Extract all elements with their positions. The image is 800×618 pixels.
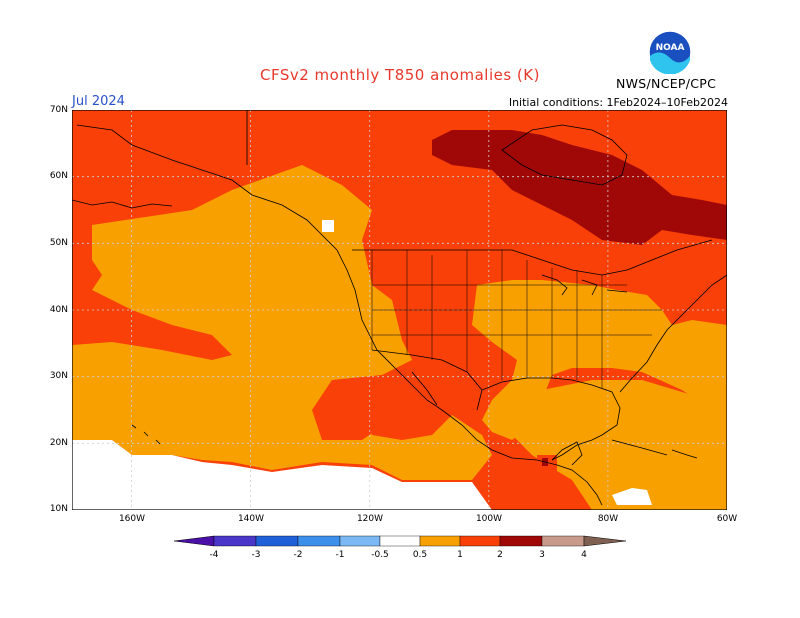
map-coastlines — [72, 110, 727, 506]
lon-label-60w: 60W — [716, 514, 738, 524]
legend-arrow-right — [583, 535, 627, 547]
anomaly-map — [72, 110, 727, 510]
legend-label-neg1: -1 — [336, 550, 345, 560]
lon-label-120w: 120W — [356, 514, 384, 524]
legend-swatch-neutral — [379, 535, 421, 547]
agency-label: NWS/NCEP/CPC — [616, 76, 717, 91]
lon-label-160w: 160W — [118, 514, 146, 524]
initial-conditions-label: Initial conditions: 1Feb2024–10Feb2024 — [508, 96, 728, 109]
no-anomaly-region-sw — [72, 440, 492, 510]
lat-label-30n: 30N — [49, 371, 68, 381]
lon-label-80w: 80W — [597, 514, 619, 524]
legend-label-neg3: -3 — [252, 550, 261, 560]
noaa-logo-icon: NOAA — [648, 30, 692, 74]
legend-label-3: 3 — [539, 550, 545, 560]
legend-swatch-neg2-neg1 — [297, 535, 341, 547]
lat-label-50n: 50N — [49, 238, 68, 248]
legend-arrow-left — [174, 535, 215, 547]
lat-label-20n: 20N — [49, 438, 68, 448]
anomaly-region-canada — [432, 130, 727, 245]
lat-label-10n: 10N — [49, 504, 68, 514]
legend-label-neg4: -4 — [210, 550, 219, 560]
map-state-borders — [371, 250, 662, 388]
legend-label-neg2: -2 — [294, 550, 303, 560]
legend-label-neg05: -0.5 — [371, 550, 389, 560]
lat-label-60n: 60N — [49, 171, 68, 181]
logo-text: NOAA — [656, 43, 685, 53]
legend-swatch-3-4 — [541, 535, 585, 547]
lat-label-40n: 40N — [49, 305, 68, 315]
anomaly-region-ne-pacific — [367, 370, 467, 440]
legend-label-4: 4 — [581, 550, 587, 560]
valid-month-label: Jul 2024 — [72, 94, 125, 109]
lon-label-100w: 100W — [475, 514, 503, 524]
legend-swatch-neg3-neg2 — [255, 535, 299, 547]
no-anomaly-patch — [322, 220, 334, 232]
color-legend: -4 -3 -2 -1 -0.5 0.5 1 2 3 4 — [174, 535, 627, 560]
legend-label-1: 1 — [457, 550, 463, 560]
legend-swatch-neg1-neg05 — [339, 535, 381, 547]
legend-swatch-05-1 — [419, 535, 461, 547]
legend-swatch-1-2 — [459, 535, 501, 547]
anomaly-region-gulf — [502, 380, 727, 510]
legend-label-05: 0.5 — [413, 550, 427, 560]
lon-label-140w: 140W — [237, 514, 265, 524]
legend-swatch-2-3 — [499, 535, 543, 547]
legend-swatch-neg4-neg3 — [213, 535, 257, 547]
lat-label-70n: 70N — [49, 105, 68, 115]
map-title: CFSv2 monthly T850 anomalies (K) — [260, 66, 540, 84]
legend-label-2: 2 — [497, 550, 503, 560]
anomaly-region-pacific — [72, 165, 492, 480]
